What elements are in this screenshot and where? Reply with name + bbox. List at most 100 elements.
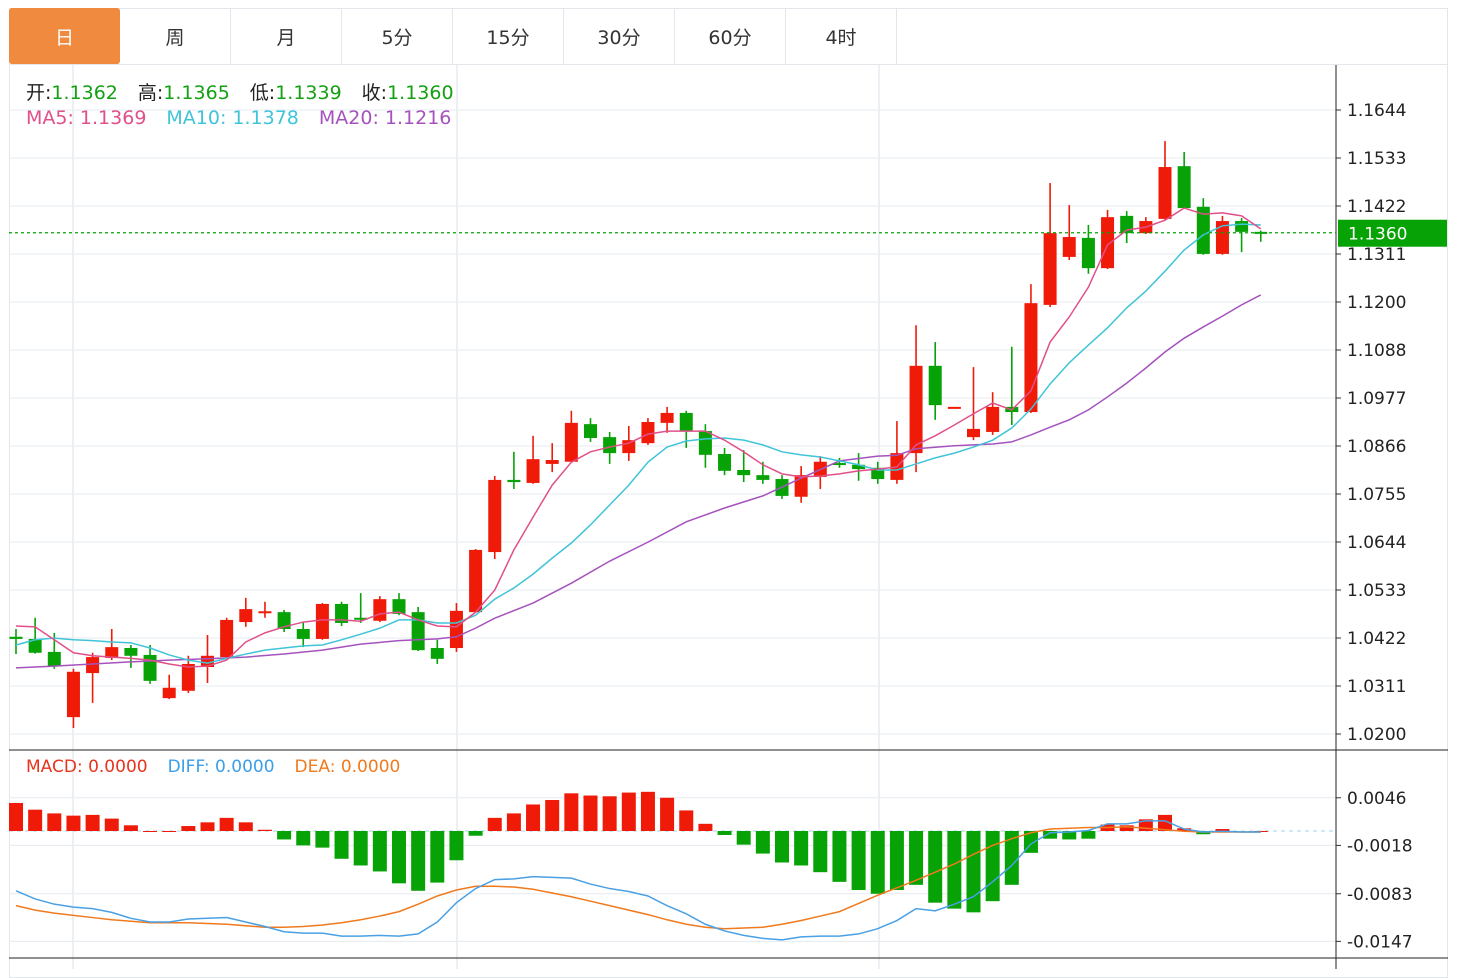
candle-body xyxy=(832,463,846,466)
macd-bar xyxy=(1119,825,1134,831)
candle-body xyxy=(718,453,732,471)
candle-down xyxy=(507,451,521,489)
macd-bar xyxy=(698,823,713,831)
macd-bar xyxy=(679,810,694,831)
macd-bar xyxy=(104,818,119,831)
macd-bar xyxy=(449,831,464,861)
macd-bar xyxy=(1062,831,1077,840)
candle-body xyxy=(373,599,387,621)
candle-down xyxy=(335,601,349,626)
macd-bar xyxy=(506,813,521,831)
candle-down xyxy=(296,622,310,648)
candle-up xyxy=(909,325,923,473)
candle-down xyxy=(1196,198,1210,255)
macd-bar xyxy=(621,792,636,831)
macd-bar xyxy=(1004,831,1019,885)
macd-tick-label: -0.0018 xyxy=(1347,836,1413,856)
candle-up xyxy=(469,549,483,614)
macd-bar xyxy=(315,831,330,848)
macd-bar xyxy=(583,795,598,831)
candle-body xyxy=(449,610,463,649)
macd-bar xyxy=(545,800,560,831)
tab-4hour[interactable]: 4时 xyxy=(786,8,897,64)
candle-up xyxy=(545,443,559,473)
candle-body xyxy=(392,599,406,614)
candle-up xyxy=(1062,205,1076,260)
ma20-line xyxy=(15,294,1262,669)
candle-body xyxy=(239,609,253,623)
candle-body xyxy=(1081,237,1095,269)
macd-tick-label: 0.0046 xyxy=(1347,789,1406,809)
price-tick-label: 1.1088 xyxy=(1347,341,1406,361)
candle-body xyxy=(296,628,310,639)
macd-bar xyxy=(1043,831,1058,839)
candle-up xyxy=(641,418,655,445)
macd-bar xyxy=(813,831,828,873)
candle-up xyxy=(258,601,272,618)
candle-body xyxy=(909,365,923,454)
price-tick-label: 1.1200 xyxy=(1347,293,1406,313)
candle-body xyxy=(105,647,119,658)
close-value: 1.1360 xyxy=(387,82,454,104)
macd-bar xyxy=(66,815,81,831)
tab-week[interactable]: 周 xyxy=(120,8,231,64)
price-tick-label: 1.1533 xyxy=(1347,149,1406,169)
candle-body xyxy=(947,406,961,409)
candle-up xyxy=(947,406,961,409)
candle-up xyxy=(967,367,980,441)
tab-month[interactable]: 月 xyxy=(231,8,342,64)
candle-body xyxy=(794,475,808,497)
candle-down xyxy=(584,418,597,442)
macd-bar xyxy=(909,831,924,885)
low-value: 1.1339 xyxy=(275,82,342,104)
high-label: 高: xyxy=(137,82,164,104)
candle-up xyxy=(373,596,387,623)
candle-down xyxy=(871,461,885,484)
candle-body xyxy=(315,603,329,639)
open-item: 开:1.1362 xyxy=(26,78,118,105)
price-tick-label: 1.0422 xyxy=(1347,629,1406,649)
diff-line xyxy=(15,820,1261,941)
tab-5min[interactable]: 5分 xyxy=(342,8,453,64)
macd-bar xyxy=(85,814,100,831)
candle-down xyxy=(1005,346,1019,426)
tab-30min[interactable]: 30分 xyxy=(564,8,675,64)
candle-body xyxy=(679,412,693,432)
candle-down xyxy=(1235,218,1249,253)
macd-bar xyxy=(564,793,579,831)
macd-bar xyxy=(277,831,292,840)
macd-bar xyxy=(966,831,981,913)
candle-down xyxy=(430,639,444,664)
macd-bar xyxy=(143,831,158,832)
macd-bar xyxy=(219,817,234,831)
candle-body xyxy=(220,619,234,658)
candle-down xyxy=(277,609,291,633)
macd-bar xyxy=(372,831,387,872)
tab-60min[interactable]: 60分 xyxy=(675,8,786,64)
candle-body xyxy=(603,437,617,454)
macd-bar xyxy=(334,831,349,859)
candle-down xyxy=(9,628,23,655)
macd-legend: MACD: 0.0000 DIFF: 0.0000 DEA: 0.0000 xyxy=(26,757,400,777)
macd-bar xyxy=(1138,819,1153,831)
candle-body xyxy=(1235,221,1249,232)
candle-body xyxy=(584,424,597,438)
ma-legend: MA5: 1.1369 MA10: 1.1378 MA20: 1.1216 xyxy=(26,107,451,129)
tab-day[interactable]: 日 xyxy=(9,8,120,64)
candle-down xyxy=(832,457,846,468)
candle-up xyxy=(105,628,119,661)
candle-body xyxy=(66,671,80,718)
ohlc-legend: 开:1.1362 高:1.1365 低:1.1339 收:1.1360 xyxy=(26,78,454,105)
high-value: 1.1365 xyxy=(163,82,230,104)
price-tick-label: 1.0977 xyxy=(1347,389,1406,409)
candle-body xyxy=(871,467,885,480)
candle-up xyxy=(1158,141,1172,220)
tab-15min[interactable]: 15分 xyxy=(453,8,564,64)
candle-body xyxy=(737,469,751,476)
last-price-label: 1.1360 xyxy=(1348,225,1407,245)
candle-down xyxy=(1081,224,1095,274)
macd-bar xyxy=(296,831,311,846)
macd-bar xyxy=(487,817,502,831)
price-tick-label: 1.0866 xyxy=(1347,437,1406,457)
